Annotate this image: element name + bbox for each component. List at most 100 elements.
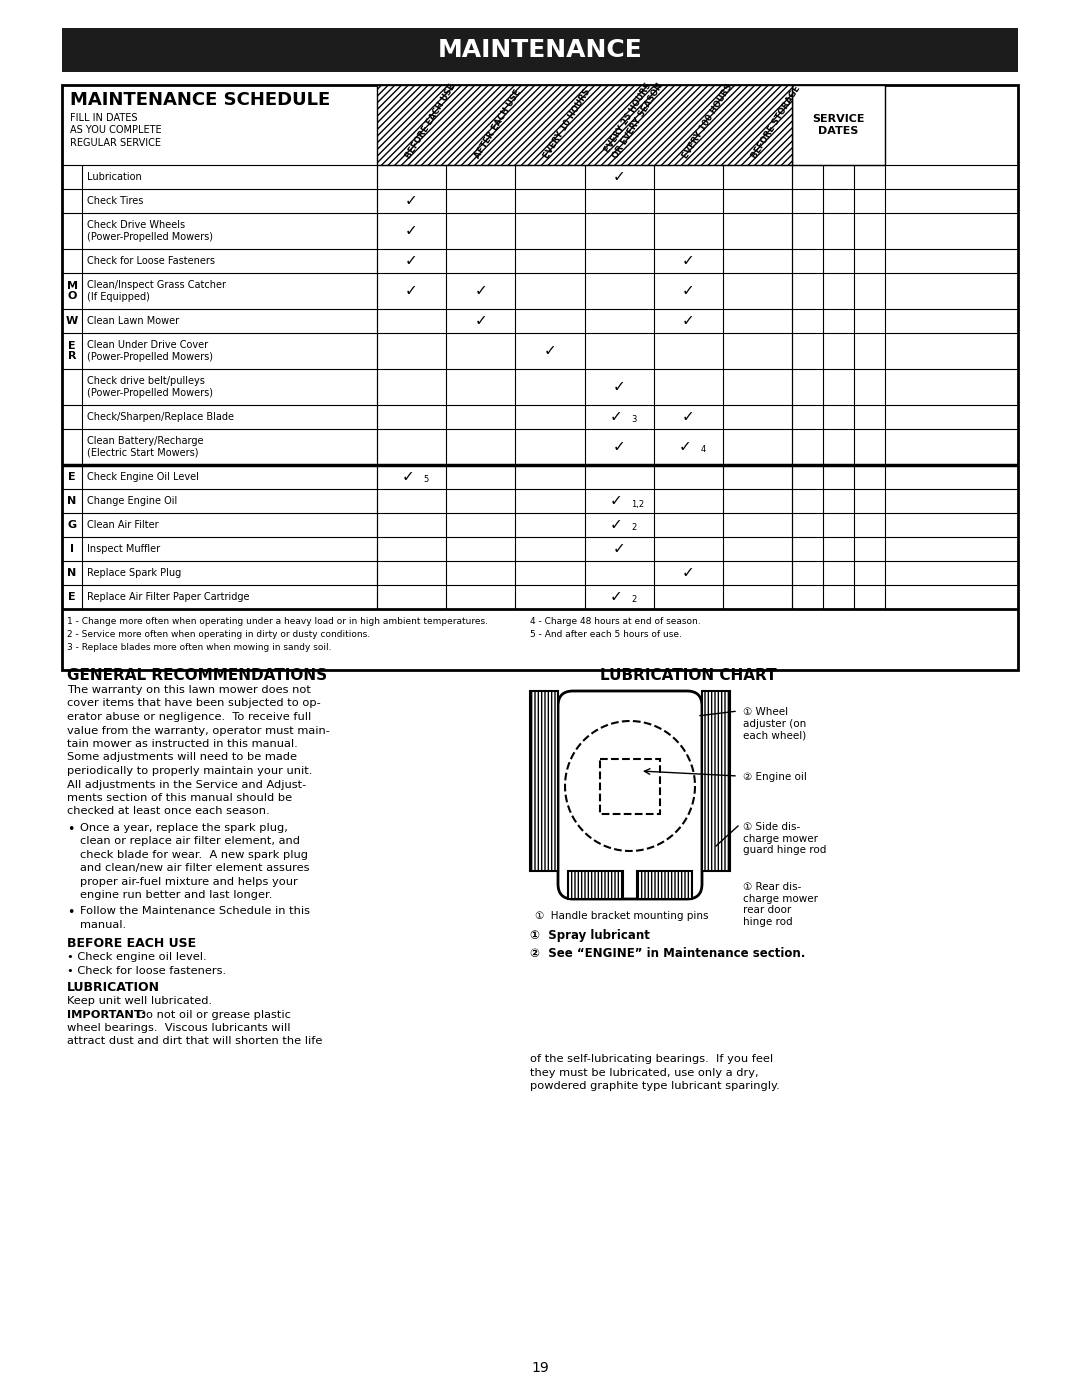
Text: E: E xyxy=(68,592,76,602)
Text: EVERY 10 HOURS: EVERY 10 HOURS xyxy=(542,87,593,161)
Text: ✓: ✓ xyxy=(405,194,418,208)
Text: ments section of this manual should be: ments section of this manual should be xyxy=(67,793,292,803)
Text: ✓: ✓ xyxy=(402,469,415,485)
Text: ✓: ✓ xyxy=(405,284,418,299)
Text: Clean Battery/Recharge
(Electric Start Mowers): Clean Battery/Recharge (Electric Start M… xyxy=(87,436,203,458)
Text: 5: 5 xyxy=(423,475,429,485)
Text: ✓: ✓ xyxy=(681,566,694,581)
Text: ✓: ✓ xyxy=(610,590,622,605)
Text: Follow the Maintenance Schedule in this: Follow the Maintenance Schedule in this xyxy=(80,907,310,916)
Text: N: N xyxy=(67,569,77,578)
Text: Replace Air Filter Paper Cartridge: Replace Air Filter Paper Cartridge xyxy=(87,592,249,602)
Text: MAINTENANCE SCHEDULE: MAINTENANCE SCHEDULE xyxy=(70,91,330,109)
Bar xyxy=(637,870,692,900)
Text: ✓: ✓ xyxy=(474,313,487,328)
Bar xyxy=(702,692,730,870)
Bar xyxy=(600,759,660,813)
Bar xyxy=(62,28,1018,73)
Text: Inspect Muffler: Inspect Muffler xyxy=(87,543,160,555)
Text: ✓: ✓ xyxy=(612,380,625,394)
Text: 2: 2 xyxy=(632,595,636,605)
Text: manual.: manual. xyxy=(80,919,126,929)
Text: Check Engine Oil Level: Check Engine Oil Level xyxy=(87,472,199,482)
Text: Clean/Inspect Grass Catcher
(If Equipped): Clean/Inspect Grass Catcher (If Equipped… xyxy=(87,281,226,302)
Text: 4: 4 xyxy=(701,446,705,454)
Text: LUBRICATION CHART: LUBRICATION CHART xyxy=(600,668,777,683)
Text: 1,2: 1,2 xyxy=(632,500,645,509)
Text: ①  Spray lubricant: ① Spray lubricant xyxy=(530,929,650,942)
Text: 3 - Replace blades more often when mowing in sandy soil.: 3 - Replace blades more often when mowin… xyxy=(67,643,332,652)
Text: ①  Handle bracket mounting pins: ① Handle bracket mounting pins xyxy=(535,911,708,921)
Text: ✓: ✓ xyxy=(612,169,625,184)
Text: SERVICE
DATES: SERVICE DATES xyxy=(812,113,865,136)
Text: ②  See “ENGINE” in Maintenance section.: ② See “ENGINE” in Maintenance section. xyxy=(530,947,806,960)
Text: ✓: ✓ xyxy=(474,284,487,299)
Text: Once a year, replace the spark plug,: Once a year, replace the spark plug, xyxy=(80,823,288,833)
Text: Clean Under Drive Cover
(Power-Propelled Mowers): Clean Under Drive Cover (Power-Propelled… xyxy=(87,341,213,362)
Bar xyxy=(62,85,1018,671)
Text: ✓: ✓ xyxy=(610,493,622,509)
Text: 1 - Change more often when operating under a heavy load or in high ambient tempe: 1 - Change more often when operating und… xyxy=(67,617,488,626)
Text: clean or replace air filter element, and: clean or replace air filter element, and xyxy=(80,837,300,847)
Text: 3: 3 xyxy=(632,415,637,425)
Text: FILL IN DATES
AS YOU COMPLETE
REGULAR SERVICE: FILL IN DATES AS YOU COMPLETE REGULAR SE… xyxy=(70,113,162,148)
Bar xyxy=(792,85,885,165)
Text: Keep unit well lubricated.: Keep unit well lubricated. xyxy=(67,996,212,1006)
Text: GENERAL RECOMMENDATIONS: GENERAL RECOMMENDATIONS xyxy=(67,668,327,683)
Text: Replace Spark Plug: Replace Spark Plug xyxy=(87,569,181,578)
Bar xyxy=(377,85,792,165)
Text: ✓: ✓ xyxy=(405,224,418,239)
Text: Check/Sharpen/Replace Blade: Check/Sharpen/Replace Blade xyxy=(87,412,234,422)
Text: ① Side dis-
charge mower
guard hinge rod: ① Side dis- charge mower guard hinge rod xyxy=(743,821,826,855)
Text: Do not oil or grease plastic: Do not oil or grease plastic xyxy=(130,1010,291,1020)
Text: N: N xyxy=(67,496,77,506)
Text: ✓: ✓ xyxy=(679,440,691,454)
Text: I: I xyxy=(70,543,75,555)
Text: Check for Loose Fasteners: Check for Loose Fasteners xyxy=(87,256,215,265)
Text: they must be lubricated, use only a dry,: they must be lubricated, use only a dry, xyxy=(530,1067,758,1077)
Text: proper air-fuel mixture and helps your: proper air-fuel mixture and helps your xyxy=(80,877,298,887)
Text: • Check engine oil level.: • Check engine oil level. xyxy=(67,951,206,963)
Text: The warranty on this lawn mower does not: The warranty on this lawn mower does not xyxy=(67,685,311,694)
Text: ✓: ✓ xyxy=(681,253,694,268)
Text: erator abuse or negligence.  To receive full: erator abuse or negligence. To receive f… xyxy=(67,712,311,722)
Text: MAINTENANCE: MAINTENANCE xyxy=(437,38,643,61)
Text: E: E xyxy=(68,472,76,482)
Text: E
R: E R xyxy=(68,341,77,362)
Text: 2 - Service more often when operating in dirty or dusty conditions.: 2 - Service more often when operating in… xyxy=(67,630,370,638)
Text: ✓: ✓ xyxy=(681,284,694,299)
Text: All adjustments in the Service and Adjust-: All adjustments in the Service and Adjus… xyxy=(67,780,307,789)
Text: powdered graphite type lubricant sparingly.: powdered graphite type lubricant sparing… xyxy=(530,1081,780,1091)
Text: of the self-lubricating bearings.  If you feel: of the self-lubricating bearings. If you… xyxy=(530,1053,773,1065)
Text: 4 - Charge 48 hours at end of season.: 4 - Charge 48 hours at end of season. xyxy=(530,617,701,626)
Text: LUBRICATION: LUBRICATION xyxy=(67,981,160,995)
Text: attract dust and dirt that will shorten the life: attract dust and dirt that will shorten … xyxy=(67,1037,322,1046)
Text: 19: 19 xyxy=(531,1361,549,1375)
Text: 5 - And after each 5 hours of use.: 5 - And after each 5 hours of use. xyxy=(530,630,681,638)
Text: W: W xyxy=(66,316,78,326)
Text: ① Rear dis-
charge mower
rear door
hinge rod: ① Rear dis- charge mower rear door hinge… xyxy=(743,882,818,926)
Text: Change Engine Oil: Change Engine Oil xyxy=(87,496,177,506)
Text: • Check for loose fasteners.: • Check for loose fasteners. xyxy=(67,965,226,975)
Text: Clean Lawn Mower: Clean Lawn Mower xyxy=(87,316,179,326)
Text: EVERY 25 HOURS
OR EVERY SEASON: EVERY 25 HOURS OR EVERY SEASON xyxy=(603,75,665,161)
Text: Clean Air Filter: Clean Air Filter xyxy=(87,520,159,529)
Text: checked at least once each season.: checked at least once each season. xyxy=(67,806,270,816)
Text: cover items that have been subjected to op-: cover items that have been subjected to … xyxy=(67,698,321,708)
Text: engine run better and last longer.: engine run better and last longer. xyxy=(80,890,272,901)
Text: Some adjustments will need to be made: Some adjustments will need to be made xyxy=(67,753,297,763)
Text: ✓: ✓ xyxy=(610,409,622,425)
Text: M
O: M O xyxy=(67,281,78,302)
Text: ✓: ✓ xyxy=(543,344,556,359)
Text: ✓: ✓ xyxy=(405,253,418,268)
Text: ✓: ✓ xyxy=(612,542,625,556)
Text: Lubrication: Lubrication xyxy=(87,172,141,182)
Text: •: • xyxy=(67,907,75,919)
Text: •: • xyxy=(67,823,75,835)
Text: 2: 2 xyxy=(632,524,636,532)
Text: EVERY 100 HOURS: EVERY 100 HOURS xyxy=(680,82,733,161)
Text: ✓: ✓ xyxy=(681,409,694,425)
Text: ✓: ✓ xyxy=(610,517,622,532)
Text: and clean/new air filter element assures: and clean/new air filter element assures xyxy=(80,863,310,873)
Text: tain mower as instructed in this manual.: tain mower as instructed in this manual. xyxy=(67,739,298,749)
